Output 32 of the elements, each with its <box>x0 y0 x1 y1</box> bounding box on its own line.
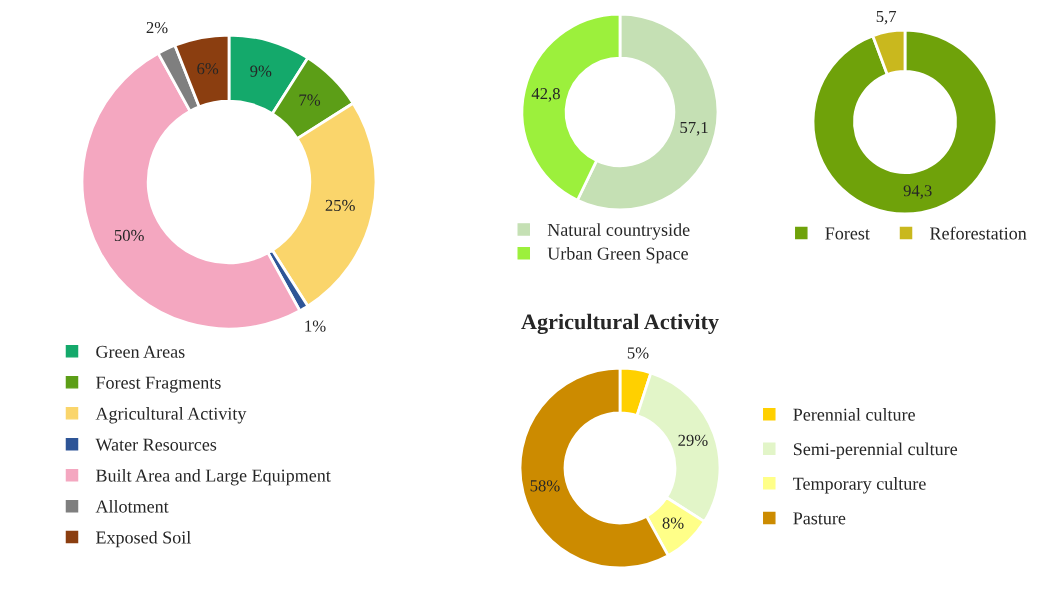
legend-label: Allotment <box>95 499 169 513</box>
data-label: 58% <box>530 480 560 492</box>
data-label: 5,7 <box>876 10 897 25</box>
data-label: 6% <box>197 63 219 75</box>
legend-label: Built Area and Large Equipment <box>95 468 331 486</box>
data-label: 57,1 <box>680 121 708 136</box>
data-label: 1% <box>305 320 326 332</box>
legend-label: Perennial culture <box>793 408 915 421</box>
data-label: 50% <box>114 229 144 242</box>
legend-label: Reforestation <box>930 226 1027 240</box>
legend-label: Pasture <box>793 512 846 525</box>
legend-label: Temporary culture <box>793 477 926 494</box>
legend-label: Green Areas <box>96 345 185 358</box>
data-label: 42,8 <box>531 87 560 102</box>
legend-label: Forest Fragments <box>95 376 221 393</box>
donut-slice <box>811 28 999 216</box>
legend-label: Agricultural Activity <box>95 407 247 424</box>
chart-title: Agricultural Activity <box>521 313 719 335</box>
data-label: 2% <box>146 21 168 34</box>
legend-label: Forest <box>825 227 870 240</box>
legend-label: Natural countryside <box>547 223 690 240</box>
legend-label: Exposed Soil <box>95 530 191 548</box>
legend-label: Urban Green Space <box>547 246 688 264</box>
data-label: 5% <box>627 347 649 359</box>
data-label: 7% <box>299 94 321 106</box>
data-label: 29% <box>678 434 708 446</box>
data-label: 25% <box>325 199 355 212</box>
data-label: 8% <box>662 517 684 529</box>
legend-label: Water Resources <box>95 438 217 451</box>
data-label: 94,3 <box>903 185 932 199</box>
legend-label: Semi-perennial culture <box>793 442 958 459</box>
data-label: 9% <box>250 65 272 77</box>
